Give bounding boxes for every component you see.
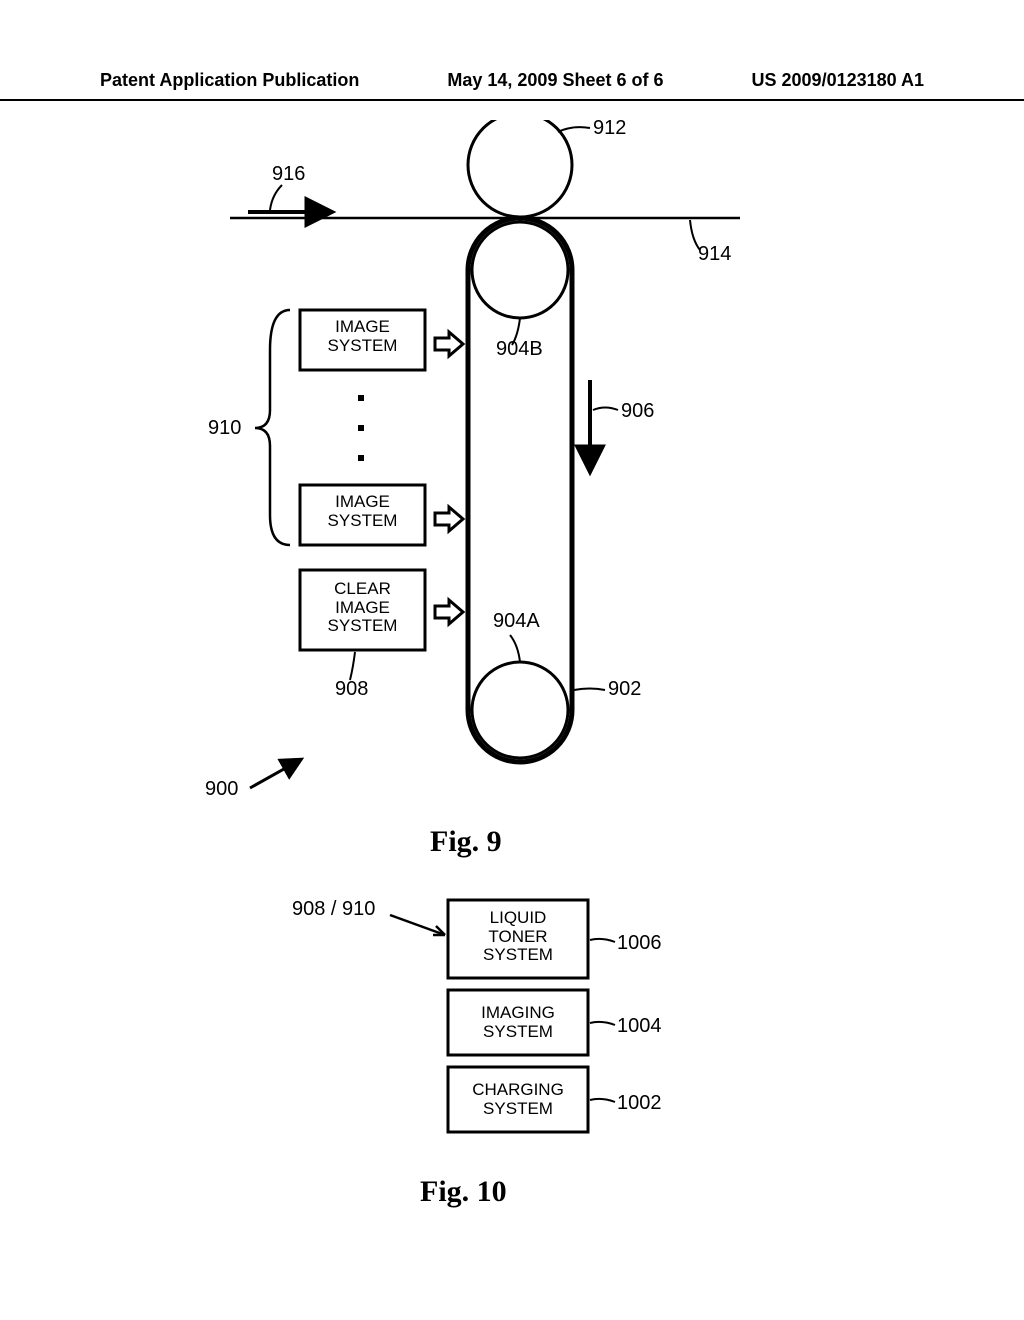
- ref-914: 914: [698, 243, 731, 266]
- box-liquid-toner: LIQUIDTONERSYSTEM: [448, 909, 588, 965]
- ref-904a: 904A: [493, 610, 540, 633]
- ref-1006: 1006: [617, 932, 662, 955]
- box-clear-image-system: CLEARIMAGESYSTEM: [300, 580, 425, 636]
- ref-900: 900: [205, 778, 238, 801]
- ref-908-910: 908 / 910: [292, 898, 375, 921]
- box-imaging-system: IMAGINGSYSTEM: [448, 1004, 588, 1041]
- ref-912: 912: [593, 117, 626, 140]
- diagram-area: IMAGESYSTEM IMAGESYSTEM CLEARIMAGESYSTEM…: [0, 120, 1024, 1280]
- ref-904b: 904B: [496, 338, 543, 361]
- fig9-svg: [0, 120, 1024, 880]
- header-center: May 14, 2009 Sheet 6 of 6: [447, 70, 663, 91]
- ref-916: 916: [272, 163, 305, 186]
- page-header: Patent Application Publication May 14, 2…: [0, 70, 1024, 101]
- ref-1002: 1002: [617, 1092, 662, 1115]
- header-left: Patent Application Publication: [100, 70, 359, 91]
- box-image-system-2: IMAGESYSTEM: [300, 493, 425, 530]
- box-image-system-1: IMAGESYSTEM: [300, 318, 425, 355]
- box-charging-system: CHARGINGSYSTEM: [448, 1081, 588, 1118]
- ref-910: 910: [208, 417, 241, 440]
- ref-902: 902: [608, 678, 641, 701]
- fig9-caption: Fig. 9: [430, 825, 502, 859]
- ref-1004: 1004: [617, 1015, 662, 1038]
- ref-908: 908: [335, 678, 368, 701]
- header-right: US 2009/0123180 A1: [752, 70, 924, 91]
- ref-906: 906: [621, 400, 654, 423]
- fig10-caption: Fig. 10: [420, 1175, 507, 1209]
